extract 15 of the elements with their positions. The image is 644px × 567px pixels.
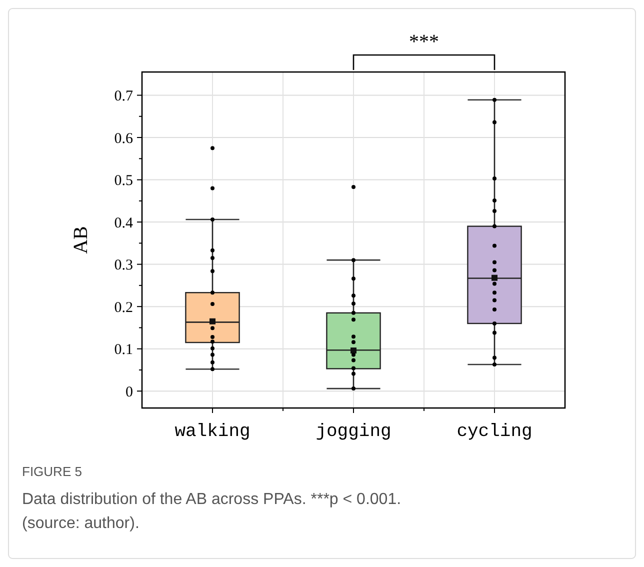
- y-axis-title: AB: [70, 226, 92, 254]
- y-tick-label: 0.7: [114, 88, 134, 104]
- x-tick-label: walking: [174, 422, 250, 442]
- y-tick-label: 0.2: [114, 300, 133, 316]
- text: ***: [409, 31, 439, 53]
- y-tick-label: 0.3: [114, 258, 133, 274]
- y-tick-label: 0: [126, 384, 133, 400]
- y-tick-label: 0.5: [114, 173, 133, 190]
- y-tick-label: 0.1: [114, 342, 133, 358]
- caption: FIGURE 5: [22, 464, 82, 479]
- y-tick-label: 0.4: [114, 215, 134, 232]
- x-tick-label: cycling: [456, 422, 532, 442]
- text: Data distribution of the AB across PPAs. ***p < 0.001. (source: author).: [22, 491, 402, 532]
- y-tick-label: 0.6: [114, 130, 134, 147]
- x-tick-label: jogging: [316, 422, 392, 442]
